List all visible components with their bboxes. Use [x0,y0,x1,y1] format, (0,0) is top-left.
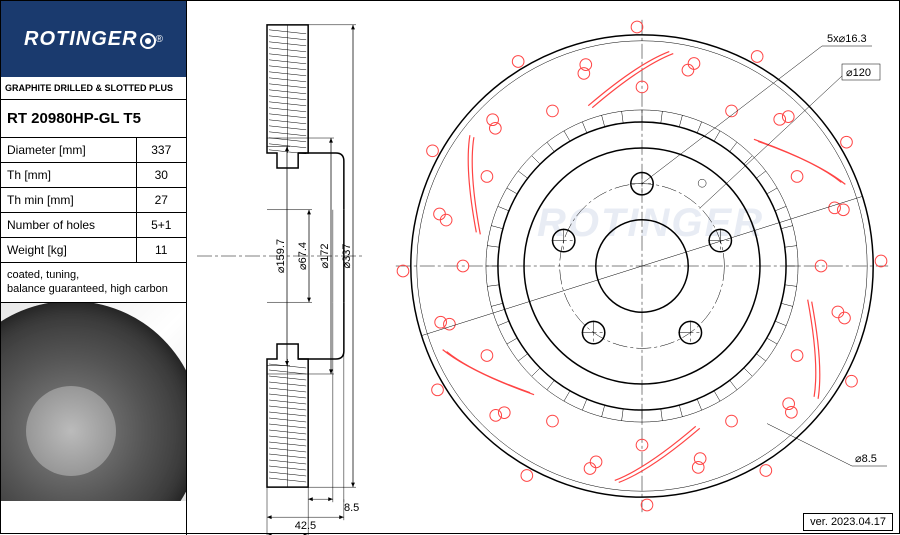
drawing-svg: ⌀159.7⌀67.4⌀172⌀3378.542.5305x⌀16.3⌀120⌀… [187,1,900,535]
spec-label: Diameter [mm] [1,138,136,163]
product-line: GRAPHITE DRILLED & SLOTTED PLUS [1,77,186,100]
product-photo [1,303,186,501]
notes: coated, tuning,balance guaranteed, high … [1,263,186,303]
svg-text:⌀159.7: ⌀159.7 [275,239,287,273]
info-panel: ROTINGER ® GRAPHITE DRILLED & SLOTTED PL… [1,1,187,535]
spec-row: Th min [mm]27 [1,188,186,213]
spec-row: Weight [kg]11 [1,238,186,263]
part-number: RT 20980HP-GL T5 [1,100,186,138]
technical-drawing: ROTINGER ⌀159.7⌀67.4⌀172⌀3378.542.5305x⌀… [187,1,900,535]
disc-hub-render [26,386,116,476]
spec-value: 5+1 [136,213,186,238]
disc-render [1,303,186,501]
spec-label: Th [mm] [1,163,136,188]
brand-logo: ROTINGER ® [1,1,186,77]
version-label: ver. 2023.04.17 [803,513,893,531]
svg-text:8.5: 8.5 [344,502,359,514]
spec-row: Th [mm]30 [1,163,186,188]
spec-label: Number of holes [1,213,136,238]
brand-name: ROTINGER [24,28,138,51]
drawing-sheet: ROTINGER ® GRAPHITE DRILLED & SLOTTED PL… [0,0,900,534]
side-view: ⌀159.7⌀67.4⌀172⌀3378.542.530 [197,25,362,535]
spec-value: 30 [136,163,186,188]
svg-text:42.5: 42.5 [295,520,316,532]
spec-row: Number of holes5+1 [1,213,186,238]
spec-label: Th min [mm] [1,188,136,213]
logo-icon [140,33,156,49]
svg-text:⌀120: ⌀120 [846,67,871,79]
spec-row: Diameter [mm]337 [1,138,186,163]
spec-label: Weight [kg] [1,238,136,263]
spec-value: 11 [136,238,186,263]
svg-text:5x⌀16.3: 5x⌀16.3 [827,33,867,45]
front-view: 5x⌀16.3 ⌀120 ⌀8.5 [396,20,888,512]
spec-table: Diameter [mm]337Th [mm]30Th min [mm]27Nu… [1,138,186,263]
spec-value: 27 [136,188,186,213]
registered-mark: ® [156,34,163,45]
spec-value: 337 [136,138,186,163]
svg-text:⌀67.4: ⌀67.4 [297,242,309,270]
svg-text:⌀172: ⌀172 [319,244,331,269]
svg-text:⌀8.5: ⌀8.5 [855,453,877,465]
svg-text:⌀337: ⌀337 [341,244,353,269]
